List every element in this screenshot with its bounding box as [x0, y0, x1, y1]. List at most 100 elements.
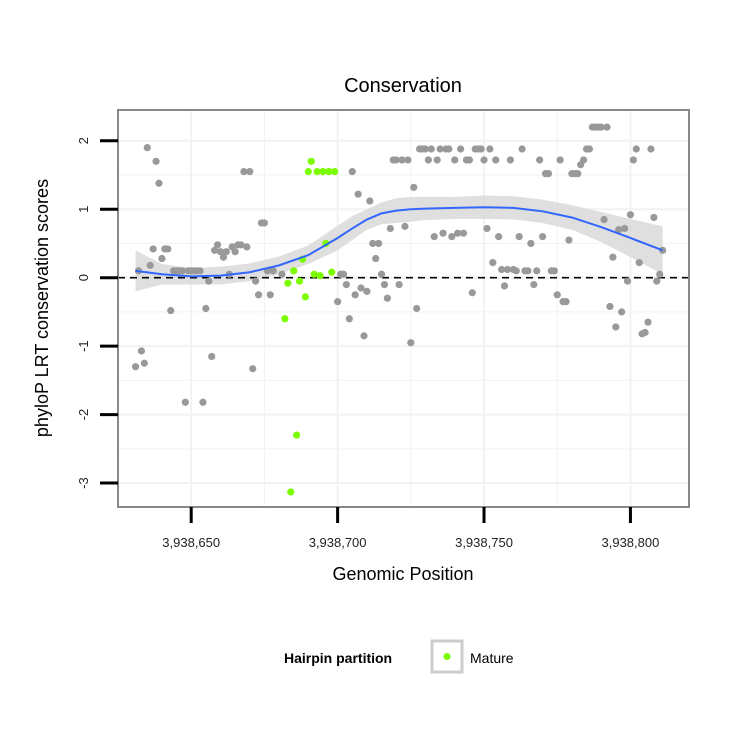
other-point: [562, 298, 570, 306]
other-point: [231, 248, 239, 256]
other-point: [606, 302, 614, 311]
other-point: [565, 236, 573, 244]
other-point: [459, 229, 468, 237]
other-point: [647, 145, 655, 153]
other-point: [222, 248, 230, 256]
mature-point: [319, 168, 327, 176]
other-point: [632, 145, 640, 153]
other-point: [205, 277, 213, 285]
other-point: [252, 277, 260, 285]
other-point: [518, 145, 526, 153]
other-point: [360, 332, 368, 340]
other-point: [436, 145, 444, 153]
mature-point: [284, 279, 292, 287]
other-point: [219, 253, 228, 261]
other-point: [538, 233, 547, 241]
other-point: [600, 215, 608, 224]
other-point: [342, 280, 350, 289]
other-point: [626, 211, 635, 219]
other-point: [243, 243, 251, 251]
other-point: [650, 213, 658, 222]
points-layer: [131, 123, 667, 496]
other-point: [609, 253, 617, 261]
other-point: [497, 265, 506, 274]
other-point: [377, 270, 386, 278]
other-point: [199, 398, 207, 406]
other-point: [366, 197, 374, 205]
other-point: [392, 156, 400, 164]
other-point: [363, 287, 371, 295]
mature-point: [325, 168, 333, 176]
other-point: [208, 352, 216, 361]
smooth-line: [135, 206, 664, 278]
other-point: [213, 241, 222, 249]
other-point: [530, 280, 538, 289]
plot-panel: [117, 109, 690, 508]
other-point: [618, 308, 626, 316]
other-point: [357, 284, 365, 292]
other-point: [656, 270, 664, 278]
other-point: [383, 294, 391, 302]
other-point: [413, 304, 421, 313]
other-point: [424, 156, 432, 164]
y-tick-label: 2: [76, 137, 91, 144]
other-point: [524, 267, 532, 275]
other-point: [503, 265, 512, 274]
other-point: [629, 156, 637, 164]
other-point: [407, 339, 415, 347]
other-point: [603, 123, 611, 131]
other-point: [483, 224, 491, 233]
other-point: [579, 156, 588, 164]
other-point: [146, 261, 154, 269]
x-tick-label: 3,938,700: [309, 535, 367, 550]
other-point: [433, 156, 441, 164]
other-point: [465, 156, 473, 164]
y-tick-label: -1: [76, 340, 91, 352]
other-point: [167, 306, 175, 315]
other-point: [202, 304, 210, 313]
other-point: [445, 145, 453, 153]
mature-point: [293, 431, 301, 439]
other-point: [386, 224, 394, 233]
other-point: [278, 270, 286, 278]
other-point: [574, 170, 582, 178]
other-point: [635, 259, 643, 267]
other-point: [158, 254, 166, 263]
other-point: [506, 156, 514, 164]
other-point: [615, 226, 623, 234]
other-point: [550, 267, 558, 275]
x-tick-label: 3,938,650: [162, 535, 220, 550]
smooth-line-layer: [135, 206, 664, 278]
other-point: [641, 328, 649, 337]
mature-point: [301, 293, 310, 301]
other-point: [348, 168, 356, 176]
legend-label-mature: Mature: [470, 650, 514, 666]
other-point: [410, 183, 418, 191]
mature-point: [316, 272, 324, 280]
grid-lines: [117, 110, 689, 507]
x-tick-label: 3,938,750: [455, 535, 513, 550]
other-point: [216, 248, 225, 256]
other-point: [457, 145, 465, 153]
mature-point: [307, 157, 315, 165]
other-point: [620, 224, 629, 233]
other-point: [653, 277, 661, 285]
other-point: [240, 168, 248, 176]
other-point: [196, 267, 204, 275]
other-point: [644, 318, 652, 326]
other-point: [623, 277, 632, 285]
other-point: [181, 398, 189, 406]
other-point: [515, 233, 523, 241]
other-point: [237, 241, 245, 249]
other-point: [533, 267, 541, 275]
other-point: [477, 145, 485, 153]
y-axis-title: phyloP LRT conservation scores: [32, 179, 52, 437]
mature-point: [290, 267, 298, 275]
other-point: [260, 219, 269, 227]
mature-point: [310, 270, 318, 278]
other-point: [556, 156, 564, 164]
other-point: [143, 144, 151, 152]
panel-border: [117, 109, 690, 508]
other-point: [149, 245, 157, 253]
